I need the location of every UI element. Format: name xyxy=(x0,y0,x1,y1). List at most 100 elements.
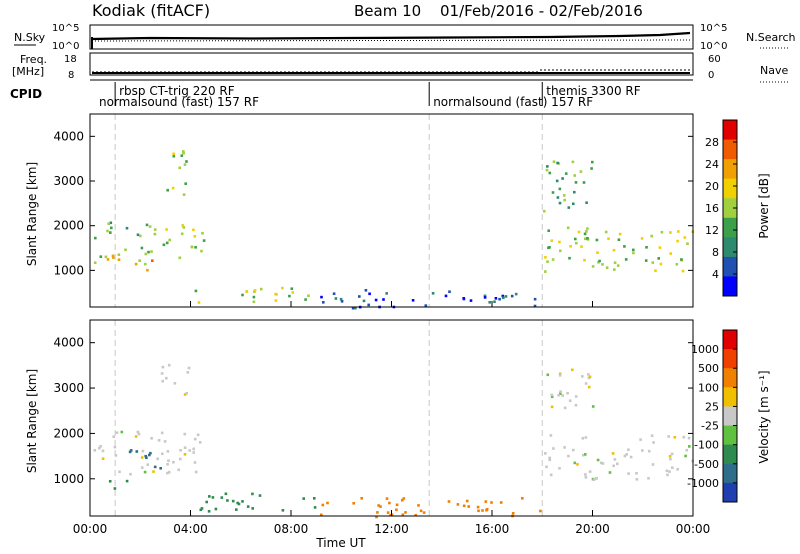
data-cell xyxy=(166,463,169,466)
data-cell xyxy=(476,505,480,509)
data-cell xyxy=(93,449,97,452)
data-cell xyxy=(109,231,112,234)
data-cell xyxy=(669,457,672,461)
data-cell xyxy=(144,252,148,256)
data-cell xyxy=(192,228,195,232)
data-cell xyxy=(274,292,277,296)
noise-right-tick-bottom: 10^0 xyxy=(700,41,727,52)
data-cell xyxy=(389,513,392,517)
data-cell xyxy=(447,500,451,503)
data-cell xyxy=(591,160,594,164)
data-cell xyxy=(612,248,616,252)
data-cell xyxy=(101,449,105,453)
data-cell xyxy=(568,256,571,260)
data-cell xyxy=(224,492,228,496)
data-cell xyxy=(584,476,588,479)
data-cell xyxy=(685,448,689,452)
data-cell xyxy=(253,289,257,292)
data-cell xyxy=(550,393,553,397)
data-cell xyxy=(179,457,182,461)
data-cell xyxy=(226,499,229,502)
data-cell xyxy=(153,465,157,469)
colorbar-tick-label: -25 xyxy=(701,420,719,433)
data-cell xyxy=(569,245,572,248)
data-cell xyxy=(624,258,628,261)
data-cell xyxy=(281,286,284,290)
data-cell xyxy=(326,501,329,505)
colorbar-tick-label: 500 xyxy=(698,362,719,375)
data-cell xyxy=(118,470,121,474)
data-cell xyxy=(313,497,316,500)
colorbar-swatch xyxy=(723,139,737,160)
data-cell xyxy=(375,515,378,519)
data-cell xyxy=(682,435,686,439)
data-cell xyxy=(188,449,191,452)
data-cell xyxy=(417,504,420,507)
data-cell xyxy=(379,505,382,508)
data-cell xyxy=(185,391,188,395)
data-cell xyxy=(382,298,385,301)
data-cell xyxy=(645,246,648,249)
data-cell xyxy=(332,292,336,295)
data-cell xyxy=(165,376,168,380)
data-cell xyxy=(601,263,604,266)
xtick-label: 04:00 xyxy=(173,522,208,536)
data-cell xyxy=(193,461,197,464)
data-cell xyxy=(258,494,262,497)
colorbar-swatch xyxy=(723,276,737,297)
ytick-label: 2000 xyxy=(53,219,84,233)
data-cell xyxy=(490,501,493,504)
data-cell xyxy=(171,186,175,190)
data-cell xyxy=(291,291,295,294)
data-cell xyxy=(252,300,256,304)
data-cell xyxy=(401,498,404,502)
colorbar-frame xyxy=(722,329,738,503)
data-cell xyxy=(145,456,148,460)
data-cell xyxy=(546,260,549,263)
colorbar-swatch xyxy=(723,198,737,219)
data-cell xyxy=(556,161,559,165)
data-cell xyxy=(567,206,571,209)
data-cell xyxy=(117,253,121,256)
colorbar-tick-label: 1000 xyxy=(691,343,719,356)
data-cell xyxy=(115,431,119,434)
data-cell xyxy=(211,496,215,499)
data-cell xyxy=(395,508,398,512)
data-cell xyxy=(192,451,195,454)
data-cell xyxy=(182,226,186,229)
data-cell xyxy=(236,501,239,505)
data-cell xyxy=(561,394,564,397)
data-cell xyxy=(166,188,169,192)
data-cell xyxy=(576,463,579,466)
data-cell xyxy=(125,226,129,230)
data-cell xyxy=(93,261,97,264)
data-cell xyxy=(374,298,378,302)
data-cell xyxy=(581,437,585,440)
data-cell xyxy=(431,292,435,295)
data-cell xyxy=(198,441,202,444)
data-cell xyxy=(502,296,505,300)
data-cell xyxy=(153,228,157,231)
data-cell xyxy=(598,259,601,263)
data-cell xyxy=(340,300,344,303)
data-cell xyxy=(623,454,627,458)
data-cell xyxy=(152,470,155,473)
data-cell xyxy=(561,177,564,180)
data-cell xyxy=(194,246,197,249)
data-cell xyxy=(629,455,633,459)
data-cell xyxy=(241,293,244,297)
data-cell xyxy=(632,248,635,252)
data-cell xyxy=(134,262,138,266)
data-cell xyxy=(584,436,588,439)
data-cell xyxy=(190,245,194,249)
data-cell xyxy=(584,382,588,385)
colorbar-swatch xyxy=(723,463,737,484)
data-cell xyxy=(235,508,238,511)
data-cell xyxy=(199,508,203,512)
colorbar-swatch xyxy=(723,330,737,350)
data-cell xyxy=(241,500,244,503)
nave-tick-bottom: 0 xyxy=(708,70,714,81)
data-cell xyxy=(172,460,175,464)
nave-tick-top: 60 xyxy=(708,54,721,65)
colorbar-tick-label: 8 xyxy=(712,246,719,259)
